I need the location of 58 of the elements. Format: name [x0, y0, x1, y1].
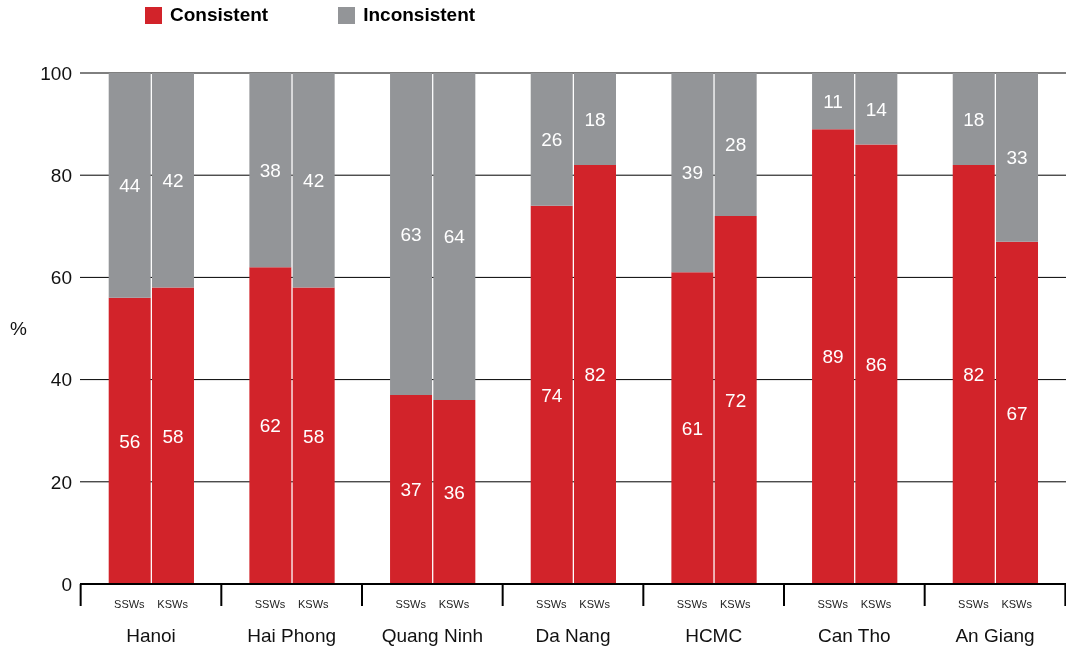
data-label: 74: [541, 384, 563, 406]
x-tick-label: SSWs: [958, 598, 990, 610]
legend-label: Inconsistent: [363, 4, 476, 26]
data-label: 37: [400, 479, 422, 501]
y-tick-label: 0: [61, 573, 72, 595]
x-tick-label: SSWs: [395, 598, 427, 610]
text: Quang Ninh: [381, 625, 484, 646]
data-label: 58: [162, 425, 184, 447]
data-label: 33: [1006, 147, 1028, 169]
data-label: 36: [443, 481, 465, 503]
data-label: 58: [303, 425, 325, 447]
x-tick-label: SSWs: [254, 598, 286, 610]
text: An Giang: [955, 625, 1035, 646]
x-tick-label: SSWs: [676, 598, 708, 610]
x-tick-label: SSWs: [817, 598, 849, 610]
data-label: 82: [584, 364, 606, 386]
data-label: 11: [823, 90, 843, 112]
data-label: 28: [725, 134, 747, 156]
data-label: 72: [725, 389, 747, 411]
text: Hanoi: [126, 625, 176, 646]
x-tick-label: KSWs: [860, 598, 892, 610]
x-tick-label: SSWs: [536, 598, 568, 610]
legend-label: Consistent: [170, 4, 269, 26]
x-tick-label: KSWs: [157, 598, 189, 610]
data-label: 18: [963, 108, 985, 130]
x-tick-label: KSWs: [438, 598, 470, 610]
data-label: 44: [119, 175, 141, 197]
data-label: 63: [400, 223, 422, 245]
data-label: 56: [119, 430, 141, 452]
y-tick-label: 40: [50, 369, 72, 391]
text: Hai Phong: [247, 625, 337, 646]
data-label: 39: [681, 162, 703, 184]
x-tick-label: KSWs: [298, 598, 330, 610]
data-label: 14: [865, 98, 888, 120]
data-label: 64: [443, 226, 466, 248]
text: Da Nang: [535, 625, 611, 646]
data-label: 26: [541, 129, 563, 151]
y-tick-label: 60: [50, 267, 72, 289]
y-tick-label: 80: [50, 164, 72, 186]
y-tick-label: 20: [50, 471, 72, 493]
y-tick-label: 100: [40, 62, 72, 84]
data-label: 89: [822, 346, 844, 368]
y-axis-title: %: [10, 318, 27, 340]
data-label: 42: [303, 170, 325, 192]
data-label: 62: [259, 415, 281, 437]
x-tick-label: KSWs: [579, 598, 611, 610]
x-tick-label: KSWs: [720, 598, 752, 610]
data-label: 18: [584, 108, 606, 130]
text: Can Tho: [818, 625, 891, 646]
data-label: 67: [1006, 402, 1028, 424]
data-label: 86: [865, 354, 887, 376]
data-label: 38: [259, 159, 281, 181]
x-tick-label: KSWs: [1001, 598, 1033, 610]
text: HCMC: [685, 625, 743, 646]
x-tick-label: SSWs: [114, 598, 146, 610]
data-label: 61: [681, 417, 703, 439]
data-label: 42: [162, 170, 184, 192]
data-label: 82: [963, 364, 985, 386]
